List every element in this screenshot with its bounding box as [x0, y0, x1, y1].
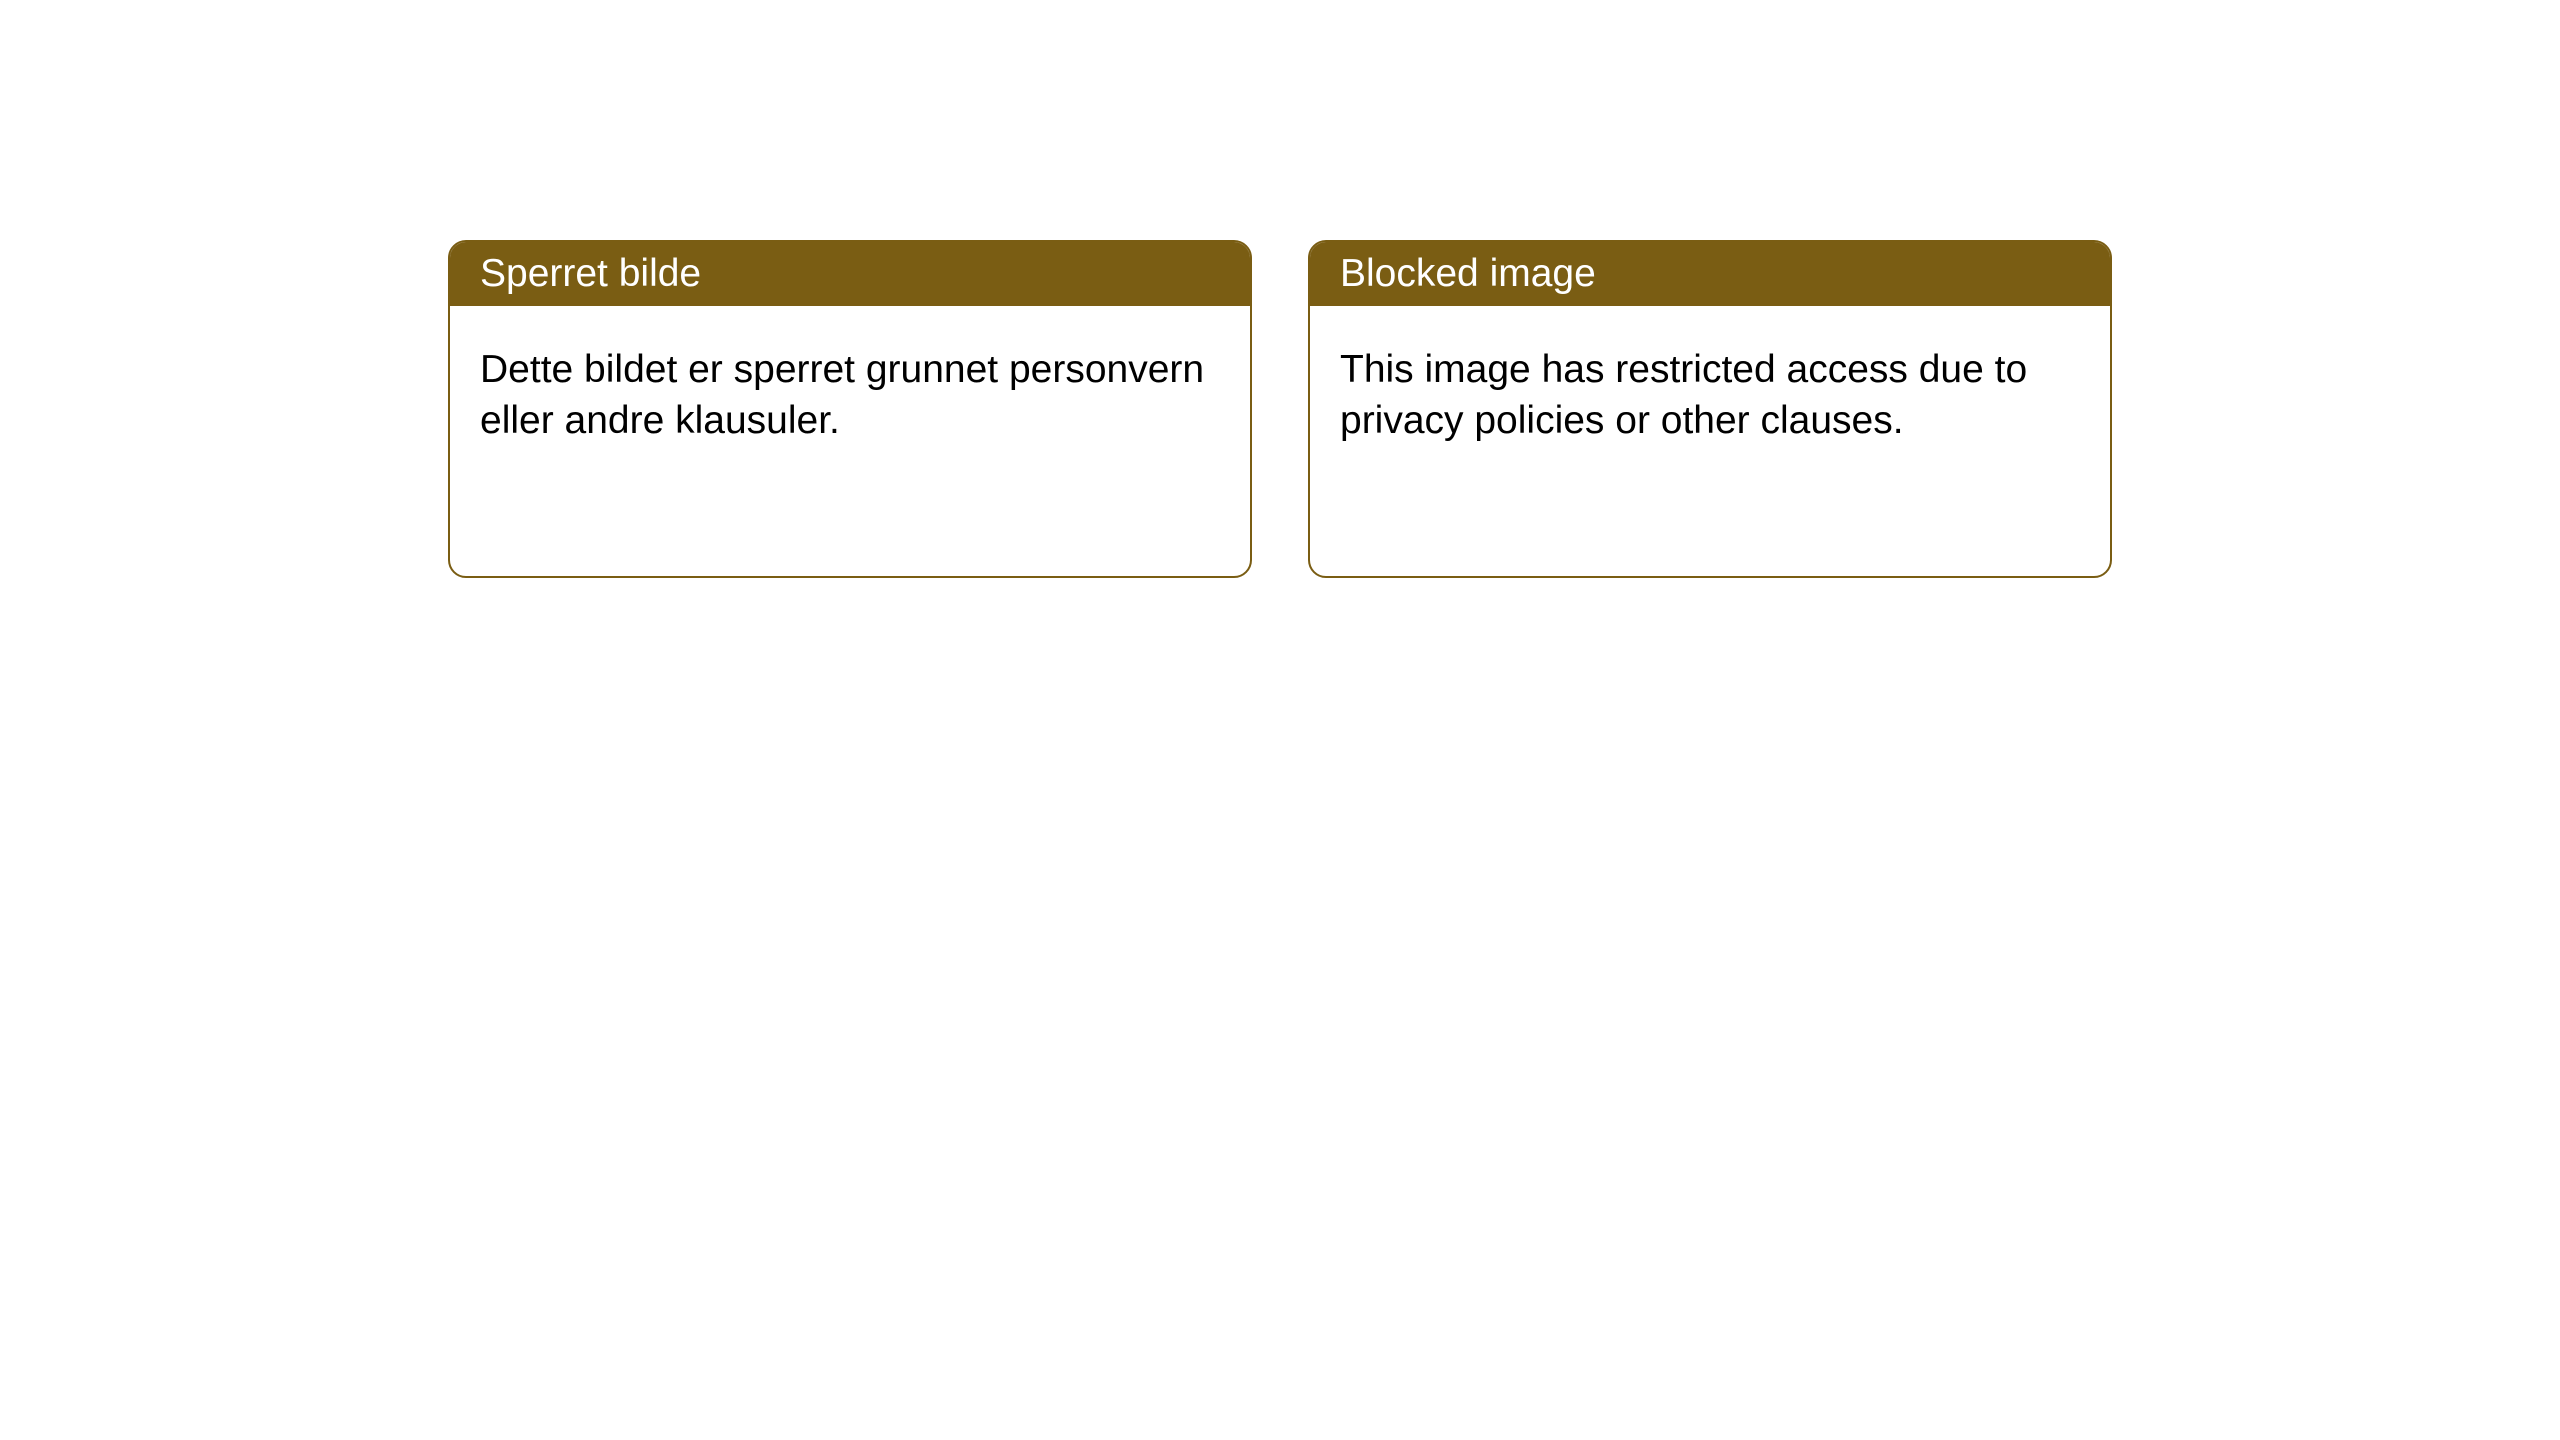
- blocked-image-card-no: Sperret bilde Dette bildet er sperret gr…: [448, 240, 1252, 578]
- notice-cards-container: Sperret bilde Dette bildet er sperret gr…: [0, 0, 2560, 578]
- blocked-image-card-en: Blocked image This image has restricted …: [1308, 240, 2112, 578]
- card-body-no: Dette bildet er sperret grunnet personve…: [450, 306, 1250, 477]
- card-body-en: This image has restricted access due to …: [1310, 306, 2110, 477]
- card-title-no: Sperret bilde: [450, 242, 1250, 306]
- card-title-en: Blocked image: [1310, 242, 2110, 306]
